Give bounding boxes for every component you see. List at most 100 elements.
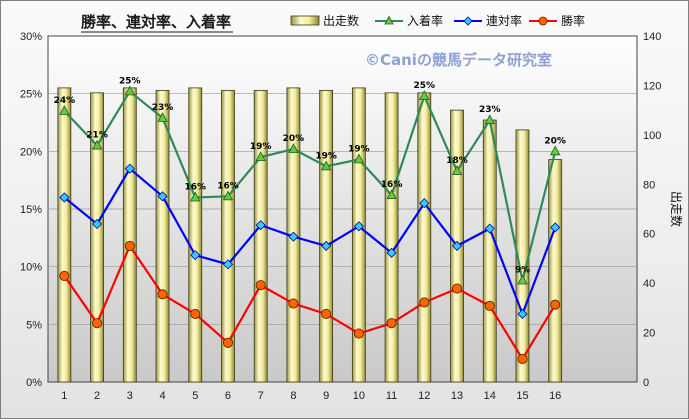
- legend-marker-triangle: [384, 15, 394, 25]
- data-label: 23%: [479, 105, 501, 115]
- data-label: 24%: [54, 96, 76, 106]
- marker-circle: [353, 328, 364, 339]
- marker-diamond: [321, 240, 332, 251]
- line-series-2: [63, 243, 557, 362]
- data-label: 21%: [86, 131, 108, 141]
- marker-triangle: [255, 151, 266, 162]
- data-label: 25%: [414, 81, 436, 91]
- x-tick: 9: [323, 390, 329, 402]
- marker-triangle: [91, 139, 103, 150]
- marker-circle: [190, 308, 201, 320]
- marker-circle: [451, 283, 463, 294]
- x-tick: 8: [290, 390, 296, 402]
- marker-diamond: [484, 223, 495, 234]
- x-tick: 1: [61, 390, 67, 402]
- bar-starts-14: [482, 119, 497, 383]
- marker-triangle: [124, 85, 135, 96]
- marker-circle: [92, 318, 103, 329]
- marker-triangle: [419, 90, 430, 100]
- legend: 出走数 入着率 連対率 勝率: [290, 13, 585, 28]
- marker-triangle: [59, 105, 70, 115]
- x-tick: 16: [549, 390, 561, 402]
- bar-starts-3: [122, 87, 137, 383]
- marker-circle: [222, 337, 234, 348]
- marker-diamond: [451, 240, 463, 251]
- y-left-tick: 0%: [26, 377, 42, 389]
- data-label: 23%: [152, 103, 174, 113]
- marker-triangle: [157, 112, 168, 122]
- x-tick: 4: [159, 390, 165, 402]
- marker-diamond: [92, 218, 103, 230]
- legend-label: 連対率: [486, 13, 522, 28]
- marker-triangle: [550, 145, 561, 156]
- y-left-tick: 25%: [20, 89, 42, 101]
- x-tick: 12: [418, 390, 430, 402]
- y-right-tick: 100: [643, 130, 661, 142]
- x-tick: 14: [484, 390, 496, 402]
- bar-starts-6: [221, 89, 235, 383]
- legend-label: 入着率: [407, 13, 443, 28]
- marker-circle: [255, 280, 266, 291]
- legend-label: 勝率: [561, 13, 585, 28]
- x-tick: 15: [516, 390, 528, 402]
- x-tick: 2: [94, 390, 100, 402]
- x-tick: 5: [192, 390, 198, 402]
- y-right-axis-title: 出走数: [669, 191, 684, 227]
- x-tick: 3: [127, 390, 133, 402]
- legend-marker-circle: [538, 16, 548, 26]
- data-label: 16%: [217, 181, 239, 191]
- data-label: 19%: [348, 144, 370, 154]
- marker-circle: [157, 289, 168, 300]
- y-right-tick: 20: [643, 328, 655, 340]
- marker-circle: [124, 240, 135, 251]
- marker-diamond: [419, 198, 430, 209]
- y-left-tick: 5%: [26, 319, 42, 331]
- marker-diamond: [222, 259, 234, 270]
- y-right-tick: 120: [643, 80, 661, 92]
- y-right-tick: 60: [643, 229, 655, 241]
- bar-starts-9: [319, 89, 334, 383]
- bar-starts-1: [57, 87, 72, 383]
- legend-swatch-bar: [290, 15, 320, 26]
- marker-diamond: [59, 192, 70, 203]
- bar-starts-4: [155, 89, 170, 383]
- data-label: 19%: [250, 142, 272, 152]
- y-left-tick: 15%: [20, 204, 42, 216]
- marker-diamond: [157, 191, 168, 202]
- marker-circle: [59, 270, 70, 281]
- bar-starts-16: [548, 159, 563, 383]
- marker-diamond: [550, 222, 561, 233]
- marker-triangle: [288, 143, 299, 153]
- watermark-text: ©Caniの競馬データ研究室: [365, 51, 552, 69]
- legend-label: 出走数: [323, 13, 359, 28]
- y-right-tick: 140: [643, 31, 661, 43]
- y-left-tick: 10%: [20, 262, 42, 274]
- data-label: 20%: [544, 136, 566, 146]
- line-series-1: [63, 166, 557, 318]
- marker-triangle: [222, 190, 234, 201]
- y-right-tick: 40: [643, 278, 655, 290]
- y-left-tick: 30%: [20, 31, 42, 43]
- data-label: 18%: [446, 156, 468, 166]
- data-label: 19%: [315, 151, 337, 161]
- x-tick: 6: [225, 390, 231, 402]
- marker-diamond: [353, 221, 364, 232]
- y-left-tick: 20%: [20, 146, 42, 158]
- marker-diamond: [124, 163, 135, 174]
- x-tick: 11: [386, 390, 397, 402]
- data-label: 9%: [515, 266, 530, 276]
- legend-marker-diamond: [463, 16, 473, 26]
- data-label: 20%: [283, 134, 305, 144]
- data-label: 16%: [184, 182, 206, 192]
- x-tick: 10: [353, 390, 365, 402]
- marker-circle: [386, 318, 397, 329]
- chart-title: 勝率、連対率、入着率: [81, 13, 231, 31]
- bar-starts-11: [384, 92, 399, 383]
- x-tick: 13: [451, 390, 463, 402]
- marker-circle: [550, 299, 561, 310]
- marker-triangle: [484, 114, 495, 125]
- bar-starts-2: [90, 92, 104, 383]
- marker-circle: [321, 308, 332, 320]
- line-series-0: [63, 89, 557, 281]
